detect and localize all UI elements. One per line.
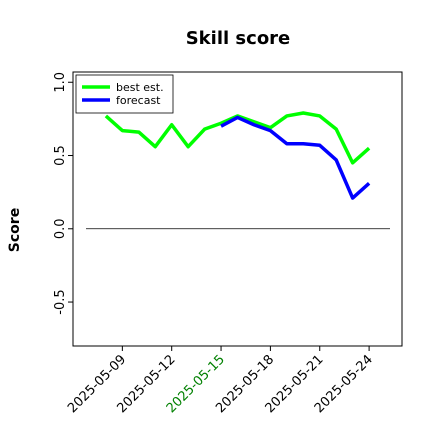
y-tick-label: 1.0 [53,72,68,93]
chart-title: Skill score [186,28,291,49]
legend-label: forecast [116,94,161,107]
series-line [220,115,371,200]
legend-box [75,74,174,114]
plot-frame [72,71,403,347]
y-axis-label: Score [7,208,23,252]
y-tick-label: 0.0 [53,218,68,239]
y-tick-label: -0.5 [53,289,68,314]
legend-label: best est. [116,81,164,94]
y-tick-label: 0.5 [53,145,68,166]
